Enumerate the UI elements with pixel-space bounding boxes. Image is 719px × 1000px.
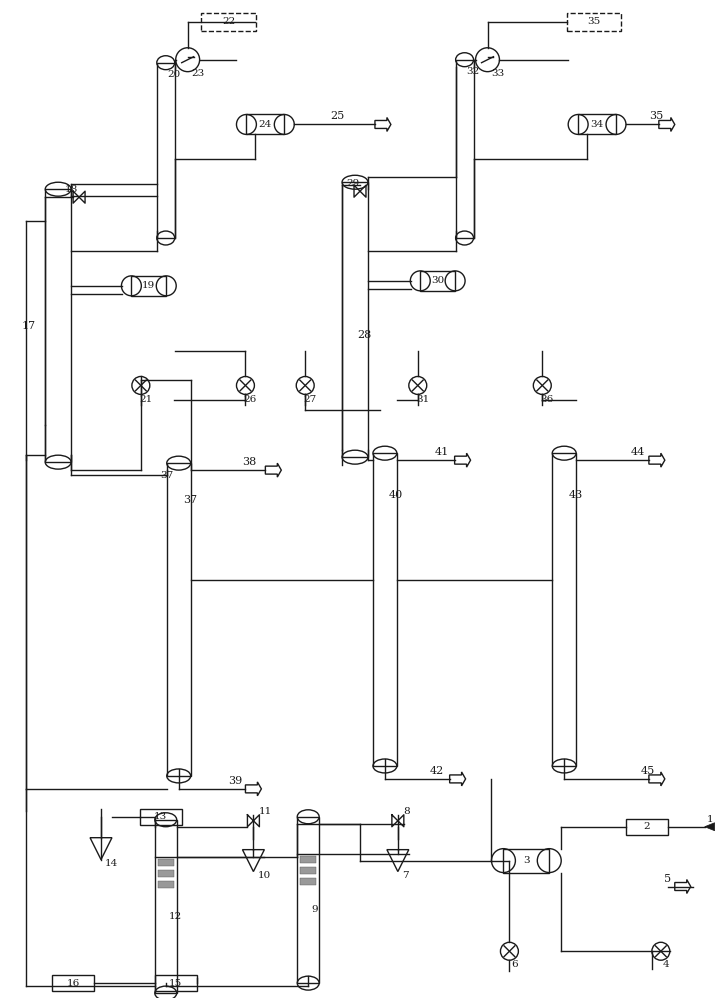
Text: 35: 35 — [649, 111, 663, 121]
Text: 45: 45 — [641, 766, 655, 776]
Text: 7: 7 — [402, 871, 408, 880]
Bar — [201, 13, 256, 31]
Text: 25: 25 — [330, 111, 344, 121]
Polygon shape — [705, 823, 715, 831]
Text: 21: 21 — [139, 395, 152, 404]
Text: 17: 17 — [22, 321, 36, 331]
Bar — [301, 867, 316, 874]
Bar — [157, 859, 174, 866]
Text: 36: 36 — [540, 395, 554, 404]
Text: 27: 27 — [303, 395, 316, 404]
Text: 29: 29 — [346, 179, 360, 188]
Text: 19: 19 — [142, 281, 155, 290]
Text: 4: 4 — [663, 960, 669, 969]
Text: 26: 26 — [244, 395, 257, 404]
Text: 39: 39 — [229, 776, 243, 786]
Bar — [301, 878, 316, 885]
Text: 42: 42 — [430, 766, 444, 776]
Text: 30: 30 — [431, 276, 444, 285]
Text: 12: 12 — [169, 912, 182, 921]
Text: 20: 20 — [168, 70, 181, 79]
Text: 38: 38 — [242, 457, 257, 467]
Bar — [140, 809, 182, 825]
Text: 11: 11 — [258, 807, 272, 816]
Text: 32: 32 — [467, 67, 480, 76]
Text: 13: 13 — [154, 812, 168, 821]
Text: 44: 44 — [631, 447, 645, 457]
Text: 34: 34 — [590, 120, 604, 129]
Text: 10: 10 — [257, 871, 270, 880]
Text: 16: 16 — [66, 979, 80, 988]
Text: 18: 18 — [65, 185, 78, 194]
Text: 37: 37 — [183, 495, 197, 505]
Text: 3: 3 — [523, 856, 530, 865]
Text: 24: 24 — [259, 120, 272, 129]
Text: 35: 35 — [587, 17, 600, 26]
Text: 41: 41 — [435, 447, 449, 457]
Text: 43: 43 — [568, 490, 582, 500]
Text: 33: 33 — [492, 69, 505, 78]
Text: 22: 22 — [222, 17, 235, 26]
Bar — [157, 881, 174, 888]
Text: 2: 2 — [644, 822, 650, 831]
Bar — [155, 975, 196, 991]
Text: 23: 23 — [192, 69, 205, 78]
Text: 9: 9 — [311, 905, 318, 914]
Text: 40: 40 — [389, 490, 403, 500]
Bar — [52, 975, 94, 991]
Text: 5: 5 — [664, 874, 671, 884]
Text: 28: 28 — [357, 330, 371, 340]
Bar — [157, 870, 174, 877]
Bar — [626, 819, 668, 835]
Text: 1: 1 — [707, 815, 713, 824]
Text: 15: 15 — [169, 979, 183, 988]
Text: 14: 14 — [105, 859, 118, 868]
Bar — [567, 13, 621, 31]
Text: 8: 8 — [403, 807, 409, 816]
Text: 37: 37 — [160, 471, 174, 480]
Text: 31: 31 — [416, 395, 429, 404]
Bar — [301, 856, 316, 863]
Text: 6: 6 — [511, 960, 518, 969]
